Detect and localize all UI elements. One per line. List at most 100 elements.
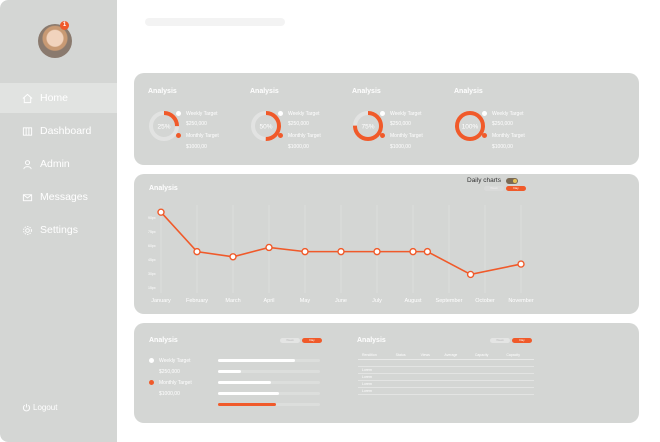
- table-row[interactable]: Lorem: [358, 380, 534, 388]
- x-tick-label: July: [372, 298, 382, 304]
- monthly-target-value: $1000,00: [492, 144, 513, 150]
- stat-title: Analysis: [454, 88, 483, 95]
- sidebar-item-settings[interactable]: Settings: [0, 215, 117, 245]
- bar-fill: [218, 392, 280, 395]
- table-cell: [440, 366, 471, 374]
- bottom-left-week-pill[interactable]: Week: [280, 338, 300, 343]
- y-tick-label: 60px: [148, 244, 156, 248]
- table-header-cell: Capacity: [502, 352, 534, 360]
- ring-progress: [251, 111, 281, 141]
- sidebar-item-messages[interactable]: Messages: [0, 182, 117, 212]
- stat-ring: 25%: [149, 111, 179, 141]
- table-cell: Lorem: [358, 373, 392, 381]
- data-point: [373, 247, 381, 256]
- table-cell: [440, 380, 471, 388]
- y-tick-label: 90px: [148, 216, 156, 220]
- weekly-target-value: $250,000: [492, 121, 513, 127]
- stats-card: [134, 73, 639, 165]
- x-tick-label: September: [436, 298, 463, 304]
- data-point: [423, 247, 432, 256]
- x-tick-label: February: [186, 298, 208, 304]
- sidebar-item-admin[interactable]: Admin: [0, 149, 117, 179]
- table-header-cell: Capacity: [470, 352, 503, 360]
- data-point: [301, 247, 309, 256]
- table-cell: [470, 373, 503, 381]
- table-row[interactable]: Lorem: [358, 387, 534, 395]
- bottom-left-title: Analysis: [149, 337, 178, 344]
- stat-ring: 100%: [455, 111, 485, 141]
- sidebar-item-dashboard[interactable]: Dashboard: [0, 116, 117, 146]
- y-tick-label: 45px: [148, 258, 156, 262]
- data-point: [337, 247, 345, 256]
- table-cell: [416, 373, 441, 381]
- week-pill[interactable]: Week: [484, 186, 504, 191]
- monthly-target-value: $1000,00: [159, 391, 180, 397]
- daily-charts-toggle[interactable]: [506, 178, 518, 184]
- weekly-legend-dot: [149, 358, 154, 363]
- x-tick-label: April: [263, 298, 274, 304]
- line-chart-card: [134, 174, 639, 314]
- monthly-target-value: $1000,00: [186, 144, 207, 150]
- bottom-left-day-pill[interactable]: Day: [302, 338, 322, 343]
- table-cell: [470, 366, 503, 374]
- monthly-dot: [482, 133, 487, 138]
- table-header-cell: Status: [391, 352, 417, 360]
- table-header-row: Rendition Status Views Average Capacity Capac…: [358, 352, 534, 360]
- sidebar-item-label: Settings: [40, 224, 78, 236]
- x-tick-label: June: [335, 298, 347, 304]
- weekly-dot: [176, 111, 181, 116]
- table-cell: [391, 366, 417, 374]
- data-point: [193, 247, 201, 256]
- table-row[interactable]: Lorem: [358, 373, 534, 381]
- sidebar-item-home[interactable]: Home: [0, 83, 117, 113]
- data-point: [517, 260, 525, 268]
- bottom-right-week-pill[interactable]: Week: [490, 338, 510, 343]
- logout-button[interactable]: Logout: [22, 403, 57, 412]
- table-row[interactable]: [358, 359, 534, 367]
- monthly-dot: [278, 133, 283, 138]
- stat-percent: 75%: [361, 124, 374, 131]
- weekly-dot: [380, 111, 385, 116]
- y-tick-label: 30px: [148, 272, 156, 276]
- x-tick-label: November: [508, 298, 534, 304]
- line-chart-title: Analysis: [149, 185, 178, 192]
- avatar[interactable]: [38, 24, 72, 58]
- y-tick-label: 75px: [148, 230, 156, 234]
- x-tick-label: March: [225, 298, 240, 304]
- monthly-dot: [380, 133, 385, 138]
- data-point: [466, 270, 475, 279]
- bar-fill: [218, 370, 242, 373]
- table-cell: [440, 387, 471, 395]
- table-cell: [391, 359, 417, 367]
- table-row[interactable]: Lorem: [358, 366, 534, 374]
- ring-progress: [455, 111, 485, 141]
- table-cell: [502, 359, 534, 367]
- table-cell: [391, 373, 417, 381]
- table-cell: [391, 380, 417, 388]
- table-cell: [470, 387, 503, 395]
- x-tick-label: January: [151, 298, 171, 304]
- bar-fill: [218, 403, 277, 406]
- stat-ring: 50%: [251, 111, 281, 141]
- monthly-target-label: Monthly Target: [390, 133, 423, 139]
- x-tick-label: August: [404, 298, 422, 304]
- stat-ring: 75%: [353, 111, 383, 141]
- bottom-right-day-pill[interactable]: Day: [512, 338, 532, 343]
- stat-title: Analysis: [148, 88, 177, 95]
- bar-fill: [218, 381, 272, 384]
- table-header-cell: Views: [416, 352, 441, 360]
- table-cell: [391, 387, 417, 395]
- data-point: [157, 208, 165, 216]
- table-header-cell: Rendition: [358, 352, 392, 360]
- monthly-legend-dot: [149, 380, 154, 385]
- table-cell: [416, 387, 441, 395]
- table-cell: [502, 387, 534, 395]
- search-input[interactable]: [145, 18, 285, 26]
- gear-icon: [23, 225, 32, 235]
- weekly-target-value: $250,000: [186, 121, 207, 127]
- stat-percent: 50%: [259, 124, 272, 131]
- day-pill[interactable]: Day: [506, 186, 526, 191]
- x-tick-label: October: [475, 298, 495, 304]
- stat-percent: 25%: [157, 124, 170, 131]
- weekly-target-value: $250,000: [159, 369, 180, 375]
